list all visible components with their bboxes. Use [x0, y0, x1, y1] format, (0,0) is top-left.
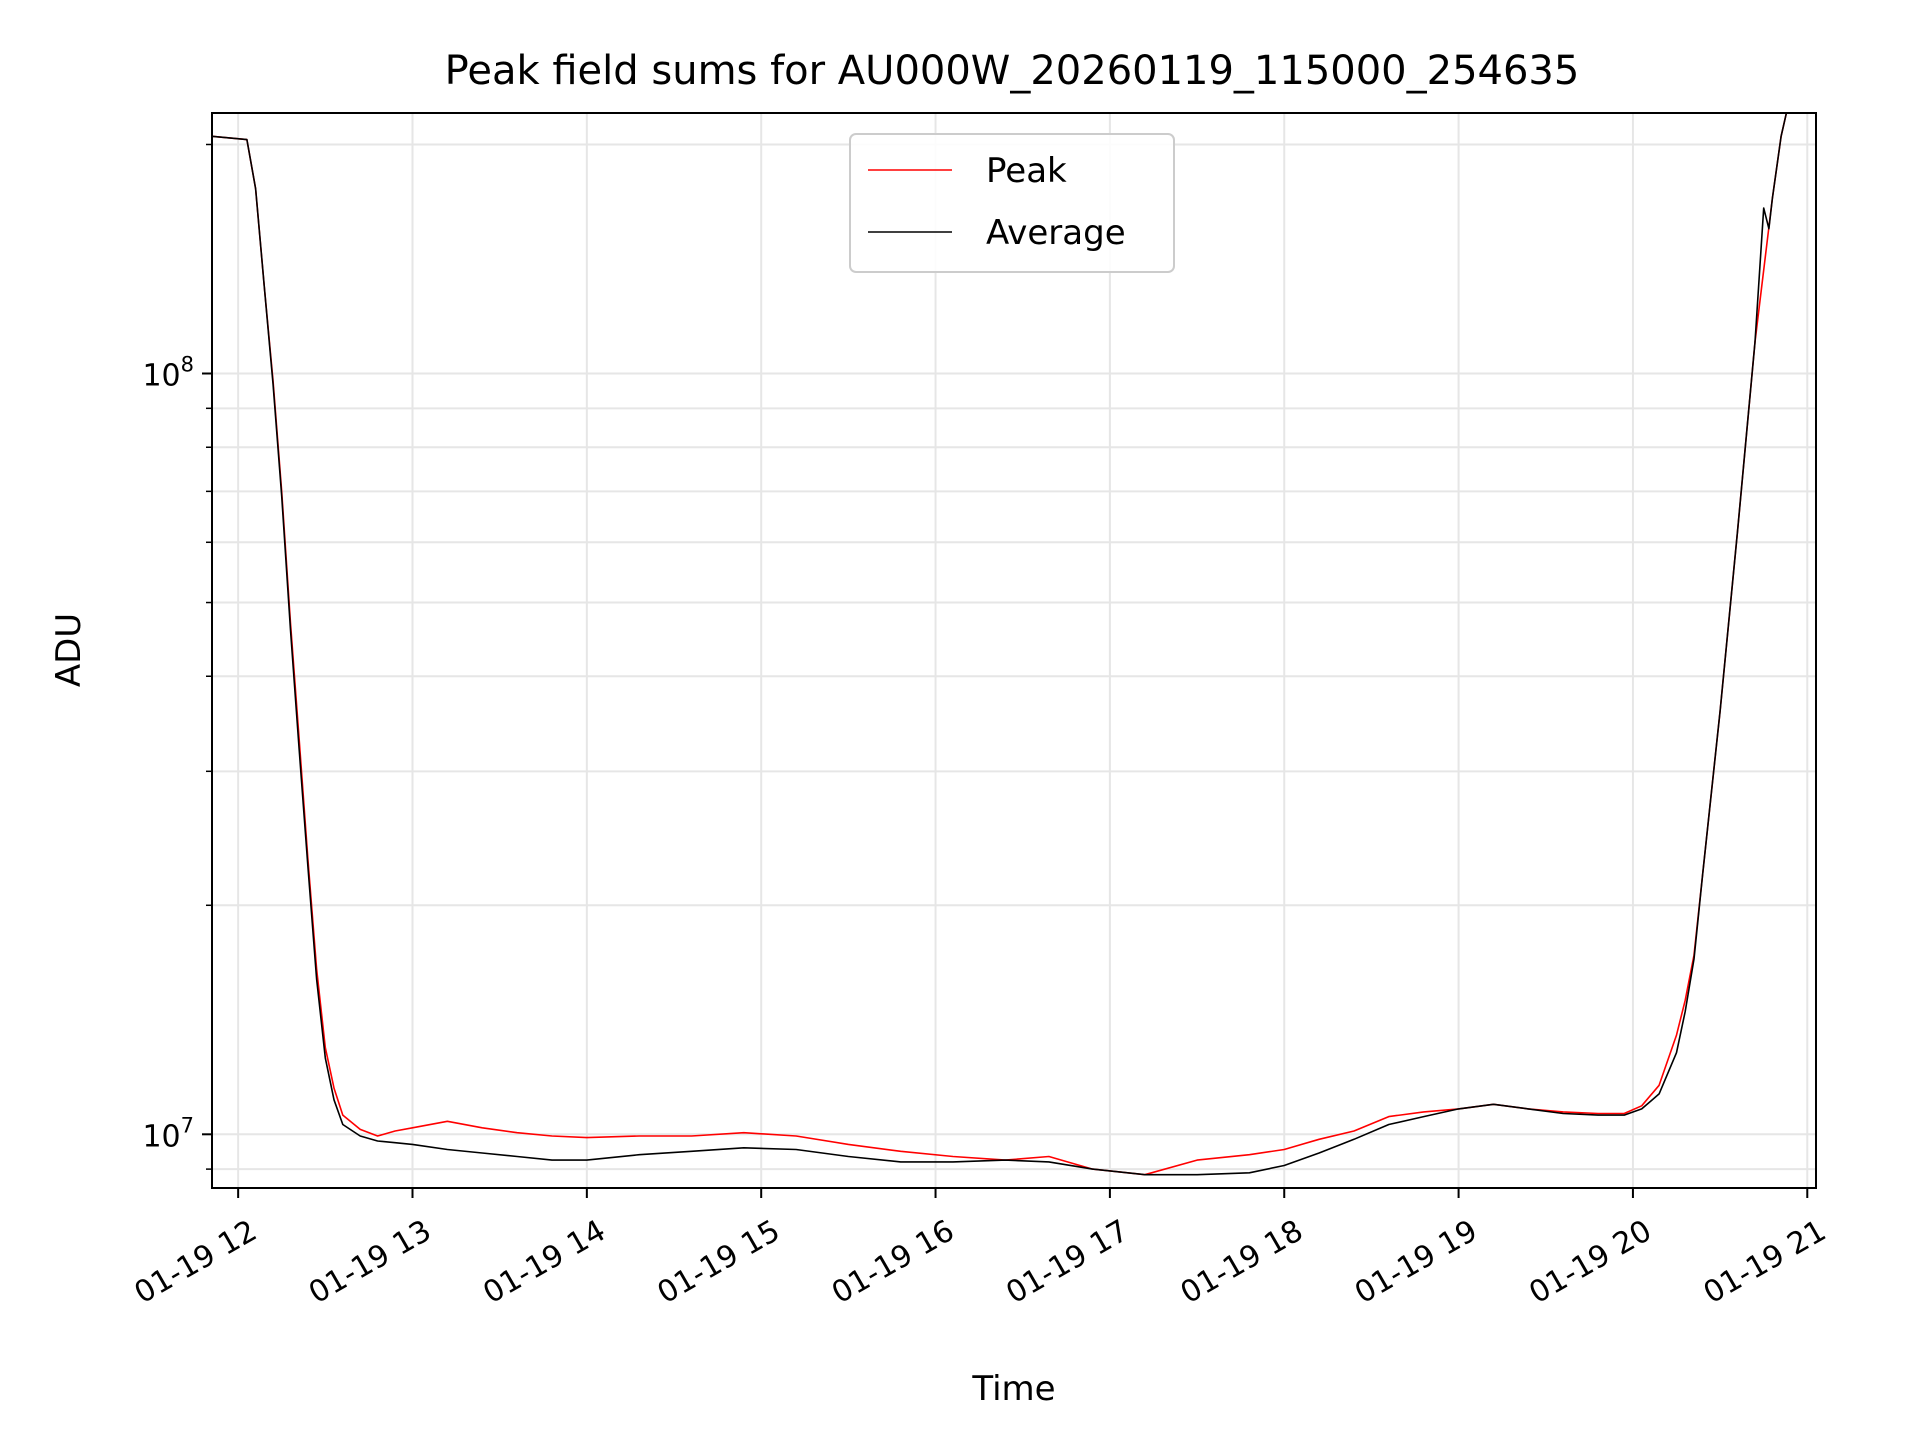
legend: Peak Average	[849, 133, 1175, 273]
y-axis: 107 108	[142, 143, 212, 1170]
y-tick-label: 108	[142, 353, 194, 394]
legend-average-label: Average	[986, 213, 1126, 253]
plot-area-frame	[211, 112, 1817, 1189]
legend-frame	[849, 133, 1175, 273]
y-tick-label: 107	[142, 1113, 194, 1154]
data-series	[211, 112, 1788, 1176]
legend-peak-label: Peak	[986, 151, 1067, 191]
y-axis-label: ADU	[49, 613, 89, 687]
x-axis-label: Time	[971, 1369, 1055, 1409]
series-line-average	[211, 112, 1788, 1176]
series-line-peak	[211, 112, 1788, 1176]
chart-title: Peak field sums for AU000W_20260119_1150…	[445, 48, 1580, 94]
